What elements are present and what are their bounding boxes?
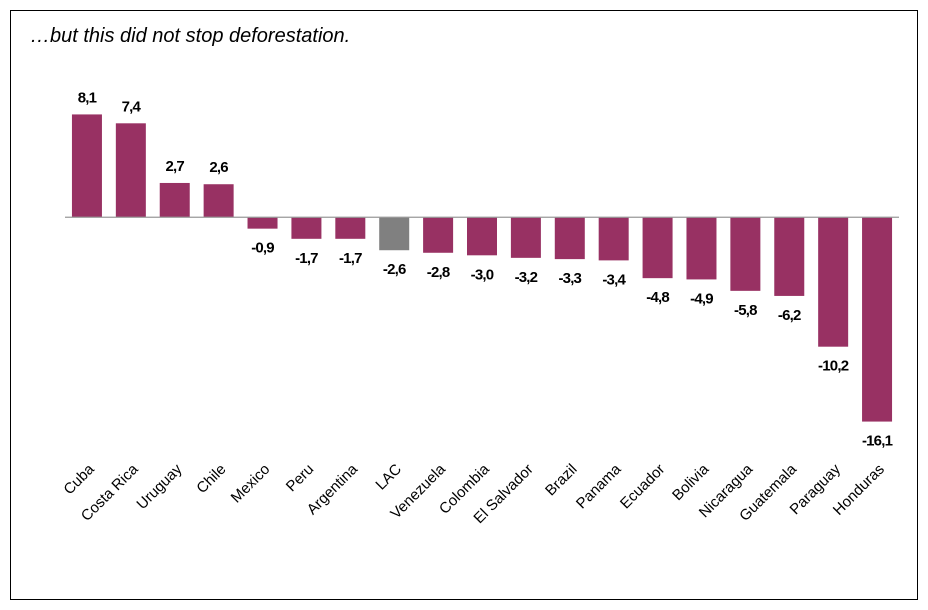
bar [554,217,585,260]
bar [862,217,893,422]
data-label: -0,9 [251,240,274,257]
bar [510,217,541,258]
bar [247,217,278,229]
data-label: 8,1 [78,89,97,106]
data-label: -3,4 [602,271,626,288]
data-label: 2,6 [209,159,228,176]
bar [423,217,454,253]
bar [730,217,761,291]
data-label: -3,3 [558,270,581,287]
bar [203,184,234,218]
bar [335,217,366,239]
data-label: -3,2 [515,269,538,286]
data-label: -2,8 [427,264,450,281]
data-label: -6,2 [778,307,801,324]
data-label: -5,8 [734,302,757,319]
bar [467,217,497,256]
bar [598,217,629,261]
bar [774,217,805,296]
bar [642,217,673,279]
bar [71,114,102,218]
data-label: -16,1 [862,433,893,450]
bar [159,182,190,218]
data-label: -10,2 [818,358,849,375]
chart-title: …but this did not stop deforestation. [30,25,350,47]
data-label: 7,4 [122,98,142,115]
bar [379,217,410,251]
bar [818,217,849,347]
frame [10,10,918,600]
bar [291,217,322,239]
data-label: -3,0 [471,266,494,283]
data-label: -1,7 [295,250,318,267]
bar [115,123,146,218]
data-label: -4,9 [690,290,713,307]
data-label: -4,8 [646,289,669,306]
data-label: 2,7 [166,158,185,175]
data-label: -2,6 [383,261,406,278]
bar [686,217,717,280]
data-label: -1,7 [339,250,362,267]
